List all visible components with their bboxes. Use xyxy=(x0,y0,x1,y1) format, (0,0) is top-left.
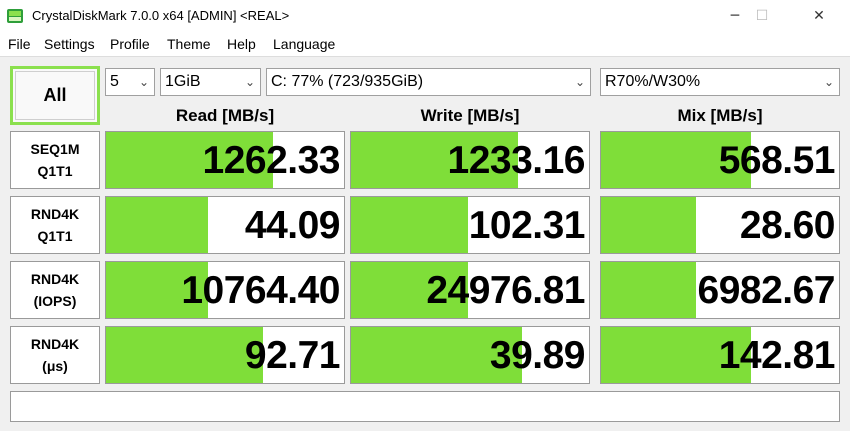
result-value: 1233.16 xyxy=(447,139,586,182)
result-value: 10764.40 xyxy=(181,269,340,312)
write-header: Write [MB/s] xyxy=(420,106,520,125)
test-button-rnd4k-q1t1[interactable]: RND4K Q1T1 xyxy=(10,196,100,254)
row-label-line2: (μs) xyxy=(42,358,68,374)
close-button[interactable]: ✕ xyxy=(813,8,825,24)
result-bar xyxy=(351,132,518,188)
read-result-cell: 1262.33 xyxy=(105,131,345,189)
size-select[interactable]: 1GiB ⌄ xyxy=(160,68,261,96)
result-value: 568.51 xyxy=(718,139,836,182)
window-title: CrystalDiskMark 7.0.0 x64 [ADMIN] <REAL> xyxy=(32,8,290,23)
chevron-down-icon: ⌄ xyxy=(574,75,585,89)
count-select[interactable]: 5 ⌄ xyxy=(105,68,155,96)
write-result-cell: 1233.16 xyxy=(350,131,590,189)
result-bar xyxy=(351,197,468,253)
menu-bar: File Settings Profile Theme Help Languag… xyxy=(0,33,850,55)
row-label-line1: RND4K xyxy=(30,271,80,287)
result-value: 92.71 xyxy=(244,334,341,377)
result-value: 6982.67 xyxy=(697,269,836,312)
result-bar xyxy=(106,262,209,318)
result-value: 102.31 xyxy=(468,204,586,247)
write-result-cell: 39.89 xyxy=(350,326,590,384)
menu-language[interactable]: Language xyxy=(273,36,336,52)
row-label-line1: SEQ1M xyxy=(30,141,80,157)
read-result-cell: 44.09 xyxy=(105,196,345,254)
minimize-button[interactable]: ─ xyxy=(730,8,740,24)
result-value: 1262.33 xyxy=(202,139,341,182)
mix-result-cell: 568.51 xyxy=(600,131,840,189)
maximize-button[interactable]: ☐ xyxy=(755,8,769,24)
result-bar xyxy=(106,132,273,188)
title-bar: CrystalDiskMark 7.0.0 x64 [ADMIN] <REAL>… xyxy=(0,0,850,32)
result-value: 24976.81 xyxy=(426,269,585,312)
result-bar xyxy=(351,262,468,318)
result-bar xyxy=(601,132,751,188)
chevron-down-icon: ⌄ xyxy=(244,75,255,89)
write-result-cell: 102.31 xyxy=(350,196,590,254)
result-bar xyxy=(601,327,751,383)
result-bar xyxy=(106,327,264,383)
menu-profile[interactable]: Profile xyxy=(110,36,150,52)
row-label-line2: Q1T1 xyxy=(37,228,73,244)
result-bar xyxy=(351,327,523,383)
mix-result-cell: 28.60 xyxy=(600,196,840,254)
comment-field[interactable] xyxy=(10,391,840,422)
read-result-cell: 92.71 xyxy=(105,326,345,384)
mix-value: R70%/W30% xyxy=(605,73,701,90)
menu-theme[interactable]: Theme xyxy=(167,36,211,52)
test-button-seq1m-q1t1[interactable]: SEQ1M Q1T1 xyxy=(10,131,100,189)
result-bar xyxy=(601,262,697,318)
row-label-line1: RND4K xyxy=(30,336,80,352)
read-header: Read [MB/s] xyxy=(175,106,275,125)
row-label-line2: (IOPS) xyxy=(33,293,77,309)
row-label-line1: RND4K xyxy=(30,206,80,222)
mix-result-cell: 142.81 xyxy=(600,326,840,384)
mix-header: Mix [MB/s] xyxy=(677,106,763,125)
drive-value: C: 77% (723/935GiB) xyxy=(271,73,424,90)
read-result-cell: 10764.40 xyxy=(105,261,345,319)
result-bar xyxy=(601,197,697,253)
drive-select[interactable]: C: 77% (723/935GiB) ⌄ xyxy=(266,68,591,96)
size-value: 1GiB xyxy=(165,73,201,90)
chevron-down-icon: ⌄ xyxy=(138,75,149,89)
menu-file[interactable]: File xyxy=(8,36,31,52)
menu-help[interactable]: Help xyxy=(227,36,256,52)
test-button-rnd4k-iops[interactable]: RND4K (IOPS) xyxy=(10,261,100,319)
result-value: 44.09 xyxy=(244,204,341,247)
write-result-cell: 24976.81 xyxy=(350,261,590,319)
test-button-rnd4k-latency[interactable]: RND4K (μs) xyxy=(10,326,100,384)
row-label-line2: Q1T1 xyxy=(37,163,73,179)
chevron-down-icon: ⌄ xyxy=(823,75,834,89)
result-value: 28.60 xyxy=(739,204,836,247)
all-button[interactable]: All xyxy=(10,66,100,125)
mix-select[interactable]: R70%/W30% ⌄ xyxy=(600,68,840,96)
result-value: 39.89 xyxy=(489,334,586,377)
result-value: 142.81 xyxy=(718,334,836,377)
mix-result-cell: 6982.67 xyxy=(600,261,840,319)
menu-settings[interactable]: Settings xyxy=(44,36,95,52)
result-bar xyxy=(106,197,209,253)
app-icon xyxy=(7,9,23,23)
count-value: 5 xyxy=(110,73,119,90)
all-button-label: All xyxy=(43,85,67,105)
